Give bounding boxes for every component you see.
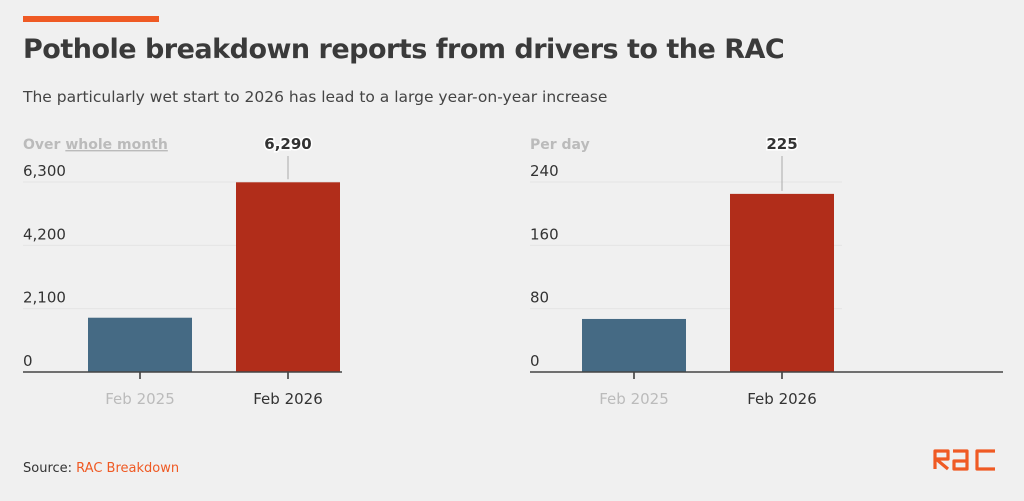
y-tick-label: 80: [530, 289, 549, 307]
y-tick-label: 0: [23, 352, 33, 370]
x-tick-label: Feb 2025: [105, 390, 175, 408]
x-tick-label: Feb 2026: [747, 390, 817, 408]
y-tick-label: 160: [530, 225, 559, 243]
bar-feb-2025: [582, 318, 686, 372]
x-tick-label: Feb 2025: [599, 390, 669, 408]
accent-bar: [23, 16, 159, 22]
chart-title-0: Over whole month: [23, 137, 168, 153]
x-tick-label: Feb 2026: [253, 390, 323, 408]
y-tick-label: 240: [530, 162, 559, 180]
y-tick-label: 6,300: [23, 162, 66, 180]
bar-feb-2026: [730, 193, 834, 372]
bar-feb-2025: [88, 317, 192, 372]
chart-subtitle: The particularly wet start to 2026 has l…: [23, 88, 608, 106]
source-note: Source: RAC Breakdown: [23, 461, 179, 476]
data-label: 225: [766, 135, 797, 153]
data-label: 6,290: [264, 135, 311, 153]
chart-title: Pothole breakdown reports from drivers t…: [23, 34, 785, 65]
y-tick-label: 0: [530, 352, 540, 370]
bar-feb-2026: [236, 182, 340, 372]
y-tick-label: 2,100: [23, 289, 66, 307]
source-label: Source:: [23, 461, 77, 476]
source-link[interactable]: RAC Breakdown: [76, 461, 180, 476]
chart-title-1: Per day: [530, 137, 590, 153]
y-tick-label: 4,200: [23, 225, 66, 243]
rac-logo: [933, 449, 995, 471]
